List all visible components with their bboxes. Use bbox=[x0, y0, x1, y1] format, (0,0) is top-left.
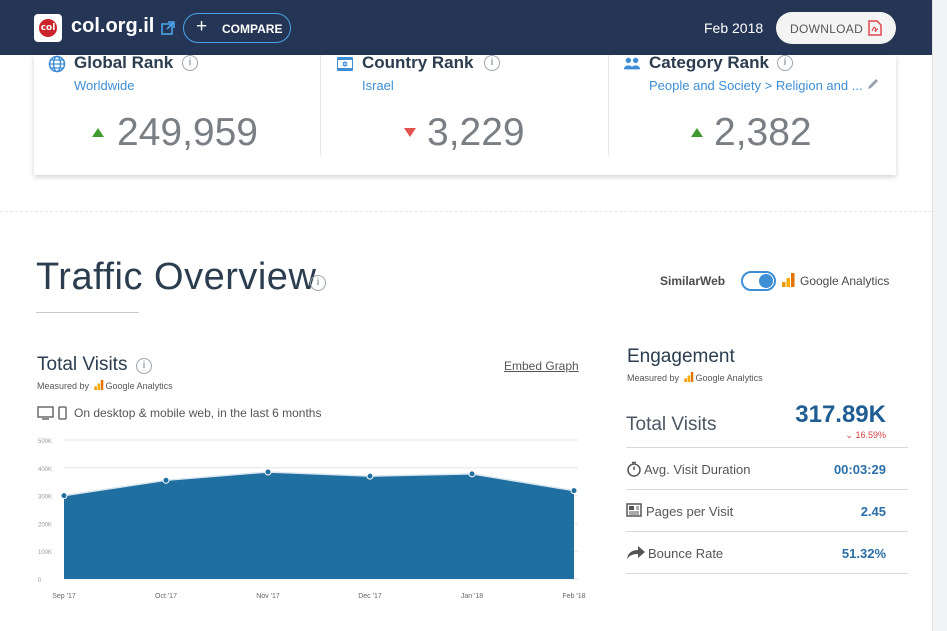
google-analytics-icon bbox=[683, 372, 693, 382]
data-point bbox=[366, 472, 374, 480]
country-rank-scope[interactable]: Israel bbox=[362, 78, 394, 93]
total-visits-chart: 0 100K 200K 300K 400K 500K Sep '17 Oct '17 Nov '… bbox=[38, 439, 586, 600]
x-tick-label: Nov '17 bbox=[256, 593, 280, 600]
total-visits-title: Total Visits bbox=[37, 354, 128, 375]
trend-down-icon bbox=[404, 128, 416, 137]
google-analytics-icon bbox=[93, 380, 103, 390]
engagement-row-label: Pages per Visit bbox=[646, 504, 734, 519]
trend-up-icon bbox=[691, 128, 703, 137]
similarweb-label: SimilarWeb bbox=[660, 274, 726, 288]
divider bbox=[0, 211, 932, 212]
category-rank: Category Rank i People and Society > Rel… bbox=[609, 53, 896, 175]
plus-icon: + bbox=[196, 16, 208, 37]
data-point bbox=[264, 468, 272, 476]
measured-by-label: Measured by bbox=[627, 373, 680, 383]
y-tick-label: 200K bbox=[38, 522, 52, 528]
compare-label: COMPARE bbox=[222, 22, 283, 36]
trend-up-icon bbox=[92, 128, 104, 137]
download-label: DOWNLOAD bbox=[790, 22, 864, 36]
data-point bbox=[468, 470, 476, 478]
engagement-row-value: 2.45 bbox=[860, 504, 886, 519]
engagement-row: Bounce Rate 51.32% bbox=[626, 532, 908, 574]
x-tick-label: Jan '18 bbox=[461, 593, 483, 600]
section-title: Traffic Overview bbox=[36, 256, 317, 298]
y-tick-label: 100K bbox=[38, 550, 52, 556]
global-rank-scope[interactable]: Worldwide bbox=[74, 78, 135, 93]
google-analytics-icon bbox=[782, 273, 795, 287]
engagement-row-value: 00:03:29 bbox=[833, 462, 886, 477]
y-tick-label: 400K bbox=[38, 467, 52, 473]
data-point bbox=[570, 487, 578, 495]
download-button[interactable]: DOWNLOAD bbox=[776, 12, 896, 44]
category-rank-value: 2,382 bbox=[714, 111, 812, 154]
info-icon[interactable]: i bbox=[182, 55, 198, 71]
info-icon[interactable]: i bbox=[484, 55, 500, 71]
trend-down-icon: ⌄ bbox=[845, 430, 856, 440]
compare-button[interactable]: + COMPARE bbox=[183, 13, 291, 43]
measured-by: Measured by Google Analytics bbox=[37, 380, 173, 391]
engagement-row-label: Bounce Rate bbox=[648, 546, 724, 561]
israel-flag-icon bbox=[337, 57, 353, 71]
global-rank: Global Rank i Worldwide 249,959 bbox=[34, 53, 321, 175]
total-visits-delta: ⌄ 16.59% bbox=[845, 430, 886, 441]
google-analytics-label: Google Analytics bbox=[800, 274, 890, 288]
engagement-total-visits: Total Visits 317.89K ⌄ 16.59% bbox=[626, 396, 908, 448]
source-toggle-switch[interactable] bbox=[741, 271, 776, 291]
x-tick-label: Oct '17 bbox=[155, 593, 177, 600]
pencil-icon[interactable] bbox=[866, 77, 880, 91]
info-icon[interactable]: i bbox=[136, 358, 152, 374]
site-favicon: col bbox=[34, 14, 62, 42]
info-icon[interactable]: i bbox=[310, 275, 326, 291]
top-bar: col col.org.il + COMPARE Feb 2018 DOWNLO… bbox=[0, 0, 932, 55]
series-line bbox=[63, 471, 575, 497]
y-tick-label: 300K bbox=[38, 495, 52, 501]
desktop-mobile-icon bbox=[37, 406, 67, 420]
bounce-arrow-icon bbox=[627, 546, 645, 559]
pages-icon bbox=[626, 503, 642, 517]
global-rank-title: Global Rank bbox=[74, 53, 174, 72]
country-rank-title: Country Rank bbox=[362, 53, 474, 72]
pdf-icon bbox=[868, 20, 882, 36]
x-tick-label: Feb '18 bbox=[562, 593, 585, 600]
people-icon bbox=[623, 57, 641, 70]
total-visits-delta-value: 16.59% bbox=[855, 430, 886, 440]
country-rank: Country Rank i Israel 3,229 bbox=[322, 53, 609, 175]
x-tick-label: Dec '17 bbox=[358, 593, 382, 600]
title-underline bbox=[36, 312, 139, 313]
device-filter-text: On desktop & mobile web, in the last 6 m… bbox=[74, 406, 322, 420]
measured-by-source: Google Analytics bbox=[695, 373, 763, 383]
total-visits-label: Total Visits bbox=[626, 414, 717, 435]
data-point bbox=[162, 476, 170, 484]
category-rank-scope[interactable]: People and Society > Religion and ... bbox=[649, 78, 863, 93]
area-series bbox=[64, 471, 574, 579]
data-point bbox=[60, 492, 68, 500]
measured-by-source: Google Analytics bbox=[105, 381, 173, 391]
category-rank-title: Category Rank bbox=[649, 53, 769, 72]
rank-card: Global Rank i Worldwide 249,959 Country … bbox=[34, 53, 896, 175]
total-visits-value: 317.89K bbox=[795, 401, 886, 428]
engagement-row-value: 51.32% bbox=[841, 546, 886, 561]
embed-graph-link[interactable]: Embed Graph bbox=[504, 359, 579, 373]
engagement-row-label: Avg. Visit Duration bbox=[644, 462, 751, 477]
stopwatch-icon bbox=[627, 461, 641, 477]
engagement-row: Avg. Visit Duration 00:03:29 bbox=[626, 448, 908, 490]
engagement-row: Pages per Visit 2.45 bbox=[626, 490, 908, 532]
site-domain: col.org.il bbox=[71, 15, 155, 37]
globe-icon bbox=[48, 55, 66, 73]
global-rank-value: 249,959 bbox=[117, 111, 258, 154]
y-tick-label: 0 bbox=[38, 578, 42, 584]
measured-by-label: Measured by bbox=[37, 381, 90, 391]
scrollbar[interactable] bbox=[932, 0, 947, 631]
engagement-title: Engagement bbox=[627, 346, 735, 367]
y-tick-label: 500K bbox=[38, 439, 52, 445]
info-icon[interactable]: i bbox=[777, 55, 793, 71]
measured-by: Measured by Google Analytics bbox=[627, 372, 763, 383]
x-tick-label: Sep '17 bbox=[52, 593, 76, 600]
external-link-icon[interactable] bbox=[160, 20, 176, 36]
country-rank-value: 3,229 bbox=[427, 111, 525, 154]
date-selector[interactable]: Feb 2018 bbox=[704, 20, 764, 36]
